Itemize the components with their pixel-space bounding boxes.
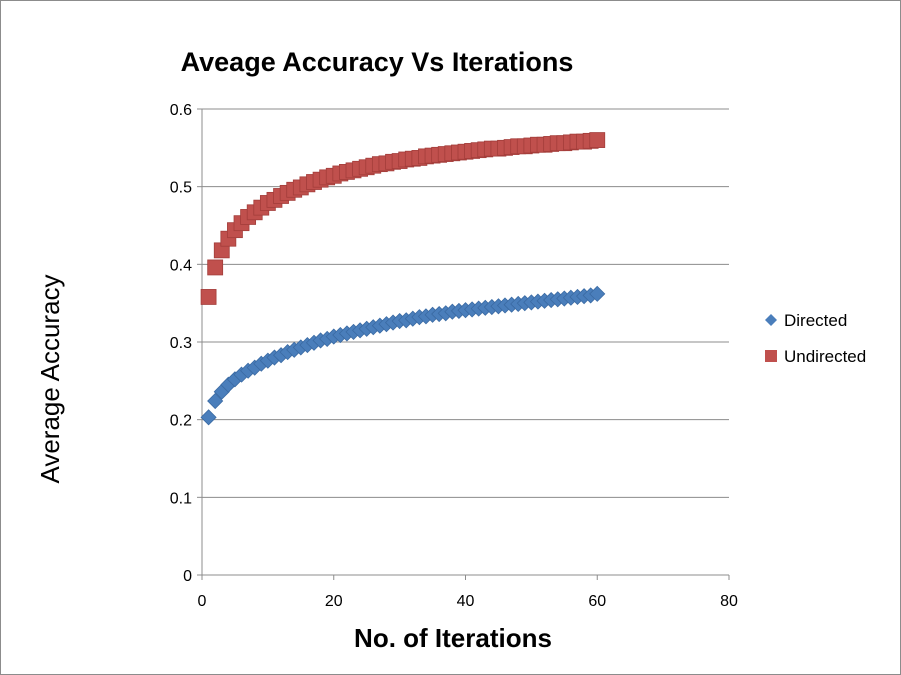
y-tick-label: 0.6 <box>170 102 192 119</box>
axes <box>197 108 730 580</box>
legend-label: Undirected <box>784 347 866 366</box>
y-tick-label: 0.1 <box>170 490 192 507</box>
y-axis-label: Average Accuracy <box>35 274 65 483</box>
y-tick-label: 0 <box>183 568 192 585</box>
directed-point <box>589 285 606 302</box>
legend: Directed Undirected <box>765 311 866 366</box>
y-tick-labels: 0 0.1 0.2 0.3 0.4 0.5 0.6 <box>170 102 192 585</box>
chart-title: Aveage Accuracy Vs Iterations <box>181 47 574 77</box>
directed-point <box>200 409 217 426</box>
directed-point <box>207 392 224 410</box>
x-tick-label: 20 <box>325 593 343 610</box>
series-directed <box>200 285 606 426</box>
legend-item-directed: Directed <box>765 311 847 330</box>
undirected-point <box>589 132 606 148</box>
x-tick-label: 40 <box>457 593 475 610</box>
x-axis-label: No. of Iterations <box>354 623 552 653</box>
undirected-point <box>207 259 224 276</box>
legend-label: Directed <box>784 311 847 330</box>
y-tick-label: 0.5 <box>170 180 192 197</box>
x-tick-labels: 0 20 40 60 80 <box>198 593 738 610</box>
y-tick-label: 0.2 <box>170 413 192 430</box>
series-undirected <box>200 132 606 305</box>
data-series <box>200 132 606 426</box>
x-tick-label: 60 <box>588 593 606 610</box>
legend-diamond-icon <box>765 314 777 326</box>
x-tick-label: 80 <box>720 593 738 610</box>
x-tick-label: 0 <box>198 593 207 610</box>
undirected-point <box>200 289 217 305</box>
legend-square-icon <box>765 350 777 362</box>
legend-item-undirected: Undirected <box>765 347 866 366</box>
y-tick-label: 0.4 <box>170 257 192 274</box>
y-tick-label: 0.3 <box>170 335 192 352</box>
